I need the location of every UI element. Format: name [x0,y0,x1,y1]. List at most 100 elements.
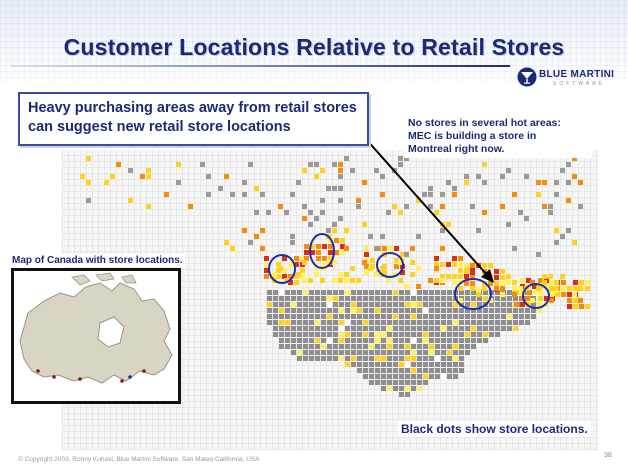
heat-cell [441,290,446,295]
heat-cell [339,296,344,301]
heat-cell [303,326,308,331]
heat-cell [290,240,295,245]
heat-cell [279,338,284,343]
heat-cell [279,332,284,337]
heat-cell [388,246,393,251]
heat-cell [294,280,299,285]
heat-cell [387,350,392,355]
heat-cell [314,266,319,271]
heat-cell [458,286,463,291]
heat-cell [291,320,296,325]
heat-cell [435,374,440,379]
heat-cell [489,314,494,319]
heat-cell [357,320,362,325]
heat-cell [380,272,385,277]
heat-cell [340,238,345,243]
heat-cell [128,168,133,173]
heat-cell [394,246,399,251]
heat-cell [441,362,446,367]
heat-cell [548,204,553,209]
heat-cell [309,338,314,343]
heat-cell [315,332,320,337]
heat-cell [495,308,500,313]
heat-cell [369,362,374,367]
heat-cell [489,308,494,313]
heat-cell [333,344,338,349]
heat-cell [267,314,272,319]
heat-cell [520,302,525,307]
heat-cell [488,275,493,280]
heat-cell [465,332,470,337]
heat-cell [399,350,404,355]
heat-cell [447,326,452,331]
heat-cell [465,320,470,325]
heat-cell [285,290,290,295]
heat-cell [370,258,375,263]
heat-cell [297,356,302,361]
heat-cell [459,332,464,337]
heat-cell [500,281,505,286]
heat-cell [345,320,350,325]
heat-cell [279,344,284,349]
heat-cell [435,296,440,301]
heat-cell [464,174,469,179]
heat-cell [471,296,476,301]
heat-cell [363,374,368,379]
heat-cell [381,296,386,301]
heat-cell [453,374,458,379]
heat-cell [495,296,500,301]
heat-cell [530,280,535,285]
heat-cell [435,332,440,337]
heat-cell [345,356,350,361]
heat-cell [434,210,439,215]
heat-cell [291,344,296,349]
heat-cell [357,338,362,343]
heat-cell [309,344,314,349]
heat-cell [429,368,434,373]
heat-cell [345,326,350,331]
heat-cell [381,386,386,391]
heat-cell [500,269,505,274]
heat-cell [303,296,308,301]
heat-cell [429,320,434,325]
heat-cell [380,234,385,239]
heat-cell [404,204,409,209]
heat-cell [264,262,269,267]
heat-cell [393,320,398,325]
heat-cell [405,314,410,319]
heat-cell [357,368,362,373]
store-marker [52,375,56,379]
heat-cell [429,338,434,343]
heat-cell [146,168,151,173]
heat-cell [297,314,302,319]
heat-cell [327,356,332,361]
heat-cell [338,174,343,179]
heat-cell [464,180,469,185]
heat-cell [500,286,505,291]
heat-cell [110,174,115,179]
heat-cell [554,240,559,245]
heat-cell [333,308,338,313]
heat-cell [375,332,380,337]
heat-cell [429,302,434,307]
heat-cell [387,326,392,331]
heat-cell [294,256,299,261]
heat-cell [489,320,494,325]
heat-cell [393,308,398,313]
heat-cell [338,168,343,173]
heat-cell [285,296,290,301]
heat-cell [489,326,494,331]
heat-cell [411,332,416,337]
heat-cell [398,278,403,283]
heat-cell [507,302,512,307]
heat-cell [585,304,590,309]
heat-cell [542,274,547,279]
heat-cell [375,368,380,373]
heat-cell [507,326,512,331]
heat-cell [405,368,410,373]
heat-cell [339,326,344,331]
heat-cell [513,314,518,319]
heat-cell [387,362,392,367]
heat-cell [476,287,481,292]
heat-cell [524,216,529,221]
